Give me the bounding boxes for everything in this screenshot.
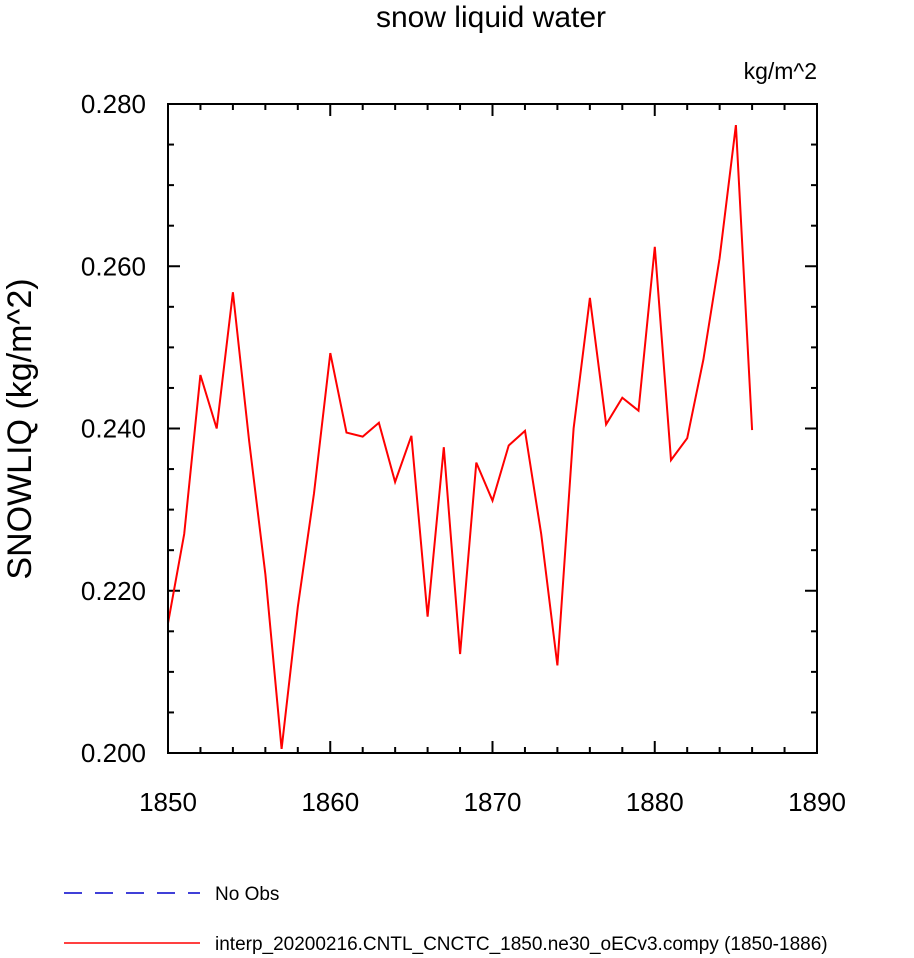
tick-labels: 1850 1860 1870 1880 1890 0.200 0.220 0.240 0.260… [81, 89, 846, 817]
legend-label: interp_20200216.CNTL_CNCTC_1850.ne30_oEC… [215, 934, 828, 955]
legend-label: No Obs [215, 884, 279, 905]
y-tick-label: 0.200 [81, 738, 146, 768]
y-tick-label: 0.260 [81, 251, 146, 281]
plot-frame [167, 103, 818, 754]
tick-marks [167, 103, 818, 754]
chart-title: snow liquid water [376, 1, 606, 34]
y-tick-label: 0.280 [81, 89, 146, 119]
series-lines [167, 124, 754, 750]
x-tick-label: 1880 [626, 787, 684, 817]
legend: No Obs interp_20200216.CNTL_CNCTC_1850.ne… [64, 884, 828, 955]
y-tick-label: 0.220 [81, 576, 146, 606]
series-line [167, 124, 754, 750]
x-tick-label: 1890 [788, 787, 846, 817]
x-tick-label: 1870 [464, 787, 522, 817]
y-axis-label: SNOWLIQ (kg/m^2) [1, 278, 39, 579]
units-label: kg/m^2 [744, 58, 817, 84]
x-tick-label: 1850 [139, 787, 197, 817]
x-tick-label: 1860 [301, 787, 359, 817]
y-tick-label: 0.240 [81, 414, 146, 444]
